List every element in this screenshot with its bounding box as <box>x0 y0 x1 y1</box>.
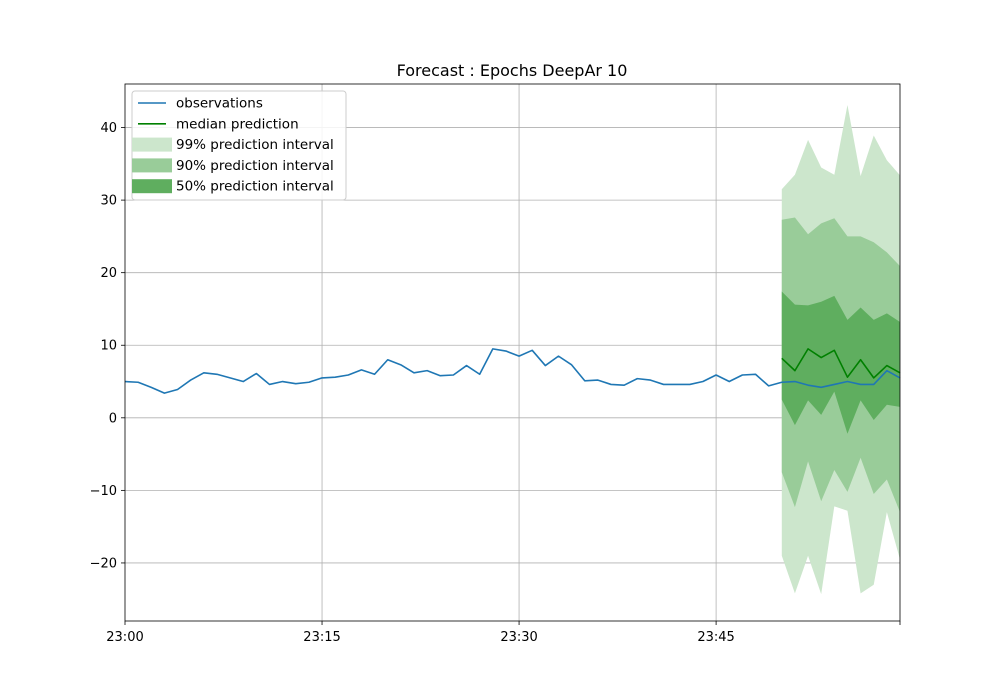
x-tick-label: 23:15 <box>303 630 340 645</box>
y-tick-label: 20 <box>100 266 117 281</box>
legend-label: 99% prediction interval <box>176 137 334 153</box>
y-tick-label: 10 <box>100 339 117 354</box>
legend-band-swatch <box>132 137 172 152</box>
chart-title: Forecast : Epochs DeepAr 10 <box>397 61 628 80</box>
x-tick-label: 23:00 <box>106 630 143 645</box>
legend-label: observations <box>176 96 263 112</box>
y-tick-label: 0 <box>109 411 117 426</box>
median-prediction-line <box>781 348 901 379</box>
observations-line <box>124 348 901 394</box>
axes: −20 −10 0 10 20 30 40 23:00 23:15 23:30 23:45 <box>90 83 901 645</box>
x-tick-label: 23:30 <box>500 630 537 645</box>
series-lines <box>124 348 901 394</box>
y-tick-label: 40 <box>100 121 117 136</box>
plot-frame <box>124 83 901 622</box>
prediction-bands <box>781 105 900 595</box>
y-tick-label: 30 <box>100 194 117 209</box>
legend-label: 50% prediction interval <box>176 179 334 195</box>
legend: observations median prediction 99% predict… <box>131 90 347 201</box>
legend-label: 90% prediction interval <box>176 158 334 174</box>
y-tick-label: −20 <box>90 556 117 571</box>
y-tick-label: −10 <box>90 484 117 499</box>
x-tick-label: 23:45 <box>697 630 734 645</box>
legend-band-swatch <box>132 179 172 194</box>
legend-band-swatch <box>132 158 172 173</box>
legend-label: median prediction <box>176 116 299 132</box>
